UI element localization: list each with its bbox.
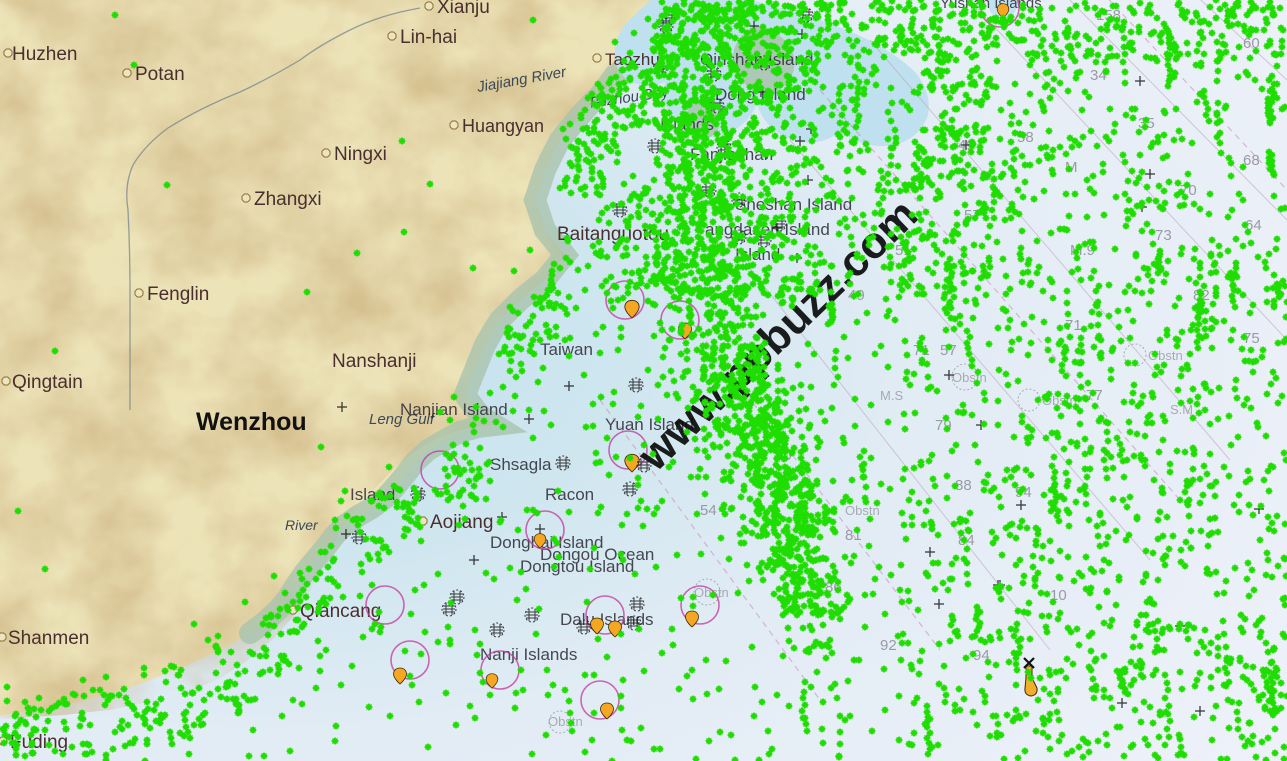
svg-text:Shsagla: Shsagla (490, 455, 552, 474)
svg-text:Shanmen: Shanmen (8, 628, 89, 649)
svg-text:Obstn: Obstn (548, 714, 583, 729)
svg-text:Nanji Islands: Nanji Islands (480, 645, 577, 664)
svg-text:Huangyan: Huangyan (462, 116, 544, 136)
svg-text:River: River (285, 517, 319, 533)
svg-text:Nanshanji: Nanshanji (332, 351, 417, 372)
svg-text:Lin-hai: Lin-hai (400, 27, 457, 48)
svg-text:Potan: Potan (135, 64, 185, 85)
svg-text:Nanjian Island: Nanjian Island (400, 400, 508, 419)
svg-text:92: 92 (880, 637, 897, 654)
svg-text:54: 54 (700, 502, 717, 519)
svg-text:73: 73 (1155, 227, 1172, 244)
svg-text:Wenzhou: Wenzhou (196, 408, 307, 436)
svg-text:Dongtou Island: Dongtou Island (520, 557, 634, 576)
svg-text:M.S: M.S (880, 388, 903, 403)
svg-text:Fenglin: Fenglin (147, 284, 209, 305)
svg-text:Qiancang: Qiancang (300, 601, 381, 622)
svg-text:Zhangxi: Zhangxi (254, 189, 322, 210)
svg-text:Huzhen: Huzhen (12, 44, 78, 65)
svg-text:Yushan Islands: Yushan Islands (940, 0, 1042, 12)
svg-text:Qingtain: Qingtain (12, 372, 83, 393)
svg-text:Ningxi: Ningxi (334, 144, 387, 165)
svg-text:Racon: Racon (545, 485, 594, 504)
svg-text:Xianju: Xianju (437, 0, 490, 18)
